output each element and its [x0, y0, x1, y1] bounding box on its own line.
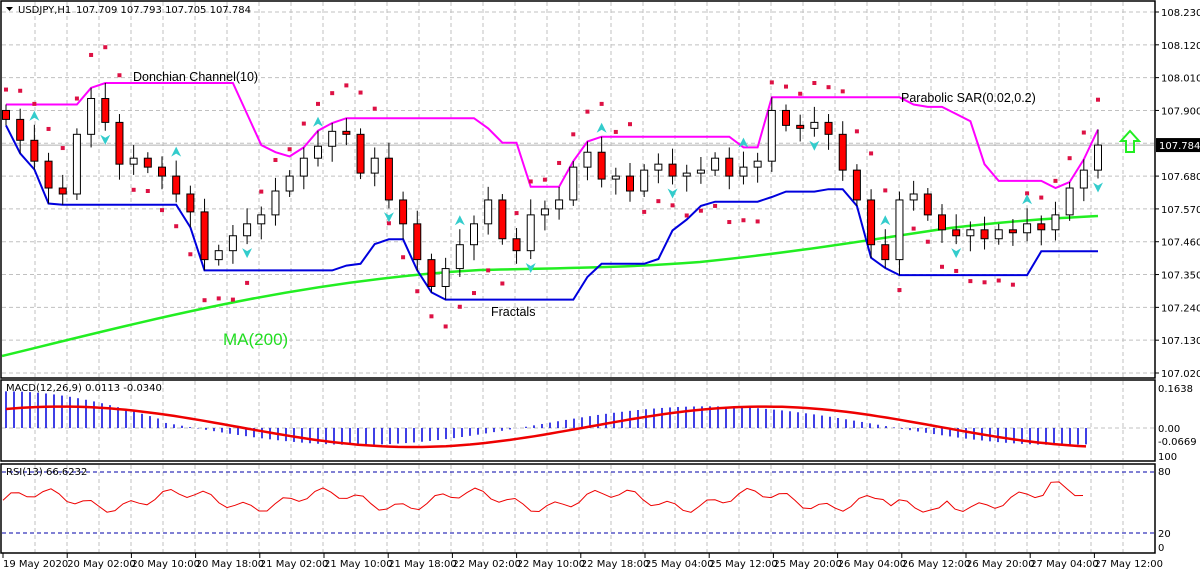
price-tick: 108.230 — [1161, 8, 1200, 19]
rsi-panel-plot — [2, 481, 1084, 513]
price-tick: 107.570 — [1161, 205, 1200, 216]
price-tick: 107.020 — [1161, 369, 1200, 380]
ma200-annotation: MA(200) — [223, 330, 288, 349]
time-tick: 21 May 18:00 — [388, 559, 457, 570]
price-tick: 107.240 — [1161, 303, 1200, 314]
time-tick: 20 May 02:00 — [67, 559, 136, 570]
parabolic-sar-dots — [4, 45, 1100, 329]
price-tick: 107.680 — [1161, 172, 1200, 183]
rsi-axis-80: 80 — [1158, 467, 1171, 478]
rsi-axis-0: 0 — [1158, 543, 1164, 554]
time-tick: 26 May 12:00 — [902, 559, 971, 570]
rsi-axis-20: 20 — [1158, 529, 1171, 540]
time-tick: 21 May 02:00 — [260, 559, 329, 570]
macd-axis-min: -0.0669 — [1158, 437, 1197, 448]
price-tick: 107.130 — [1161, 336, 1200, 347]
price-tick: 107.900 — [1161, 106, 1200, 117]
price-tick: 107.350 — [1161, 271, 1200, 282]
time-tick: 20 May 10:00 — [131, 559, 200, 570]
grid-lines — [2, 2, 1154, 552]
macd-label: MACD(12,26,9) 0.0113 -0.0340 — [6, 383, 162, 394]
time-tick: 25 May 04:00 — [645, 559, 714, 570]
price-tick: 108.120 — [1161, 41, 1200, 52]
macd-axis-max: 0.1638 — [1158, 384, 1193, 395]
fractal-arrows — [29, 110, 1103, 274]
buy-signal-arrow-icon — [1118, 129, 1142, 153]
price-tick: 107.460 — [1161, 238, 1200, 249]
macd-axis-zero: 0.00 — [1158, 424, 1180, 435]
time-tick: 26 May 04:00 — [838, 559, 907, 570]
time-tick: 27 May 04:00 — [1030, 559, 1099, 570]
time-tick: 22 May 10:00 — [517, 559, 586, 570]
rsi-label: RSI(13) 66.6232 — [6, 467, 87, 478]
time-tick: 26 May 20:00 — [966, 559, 1035, 570]
donchian-channel — [5, 82, 1099, 301]
time-tick: 25 May 12:00 — [709, 559, 778, 570]
panel-frames — [0, 0, 1156, 554]
rsi-axis-100: 100 — [1158, 452, 1177, 463]
time-tick: 22 May 02:00 — [452, 559, 521, 570]
time-tick: 20 May 18:00 — [196, 559, 265, 570]
time-tick: 27 May 12:00 — [1094, 559, 1163, 570]
ma200-line — [1, 214, 1099, 358]
sar-annotation: Parabolic SAR(0.02,0.2) — [901, 91, 1036, 105]
donchian-annotation: Donchian Channel(10) — [133, 70, 258, 84]
symbol-label: USDJPY,H1 — [18, 5, 71, 16]
time-tick: 22 May 18:00 — [581, 559, 650, 570]
candlesticks — [2, 83, 1102, 300]
time-tick: 21 May 10:00 — [324, 559, 393, 570]
time-tick: 19 May 2020 — [3, 559, 68, 570]
fractals-annotation: Fractals — [491, 305, 535, 319]
time-tick: 25 May 20:00 — [773, 559, 842, 570]
current-price-tag: 107.784 — [1159, 141, 1200, 152]
ohlc-values: 107.709 107.793 107.705 107.784 — [76, 5, 251, 16]
price-axis: 108.230 108.120 108.010 107.900 107.784 107.6… — [1155, 8, 1200, 380]
price-tick: 108.010 — [1161, 74, 1200, 85]
macd-panel-plot — [5, 391, 1087, 449]
collapse-triangle-icon[interactable] — [6, 7, 13, 11]
